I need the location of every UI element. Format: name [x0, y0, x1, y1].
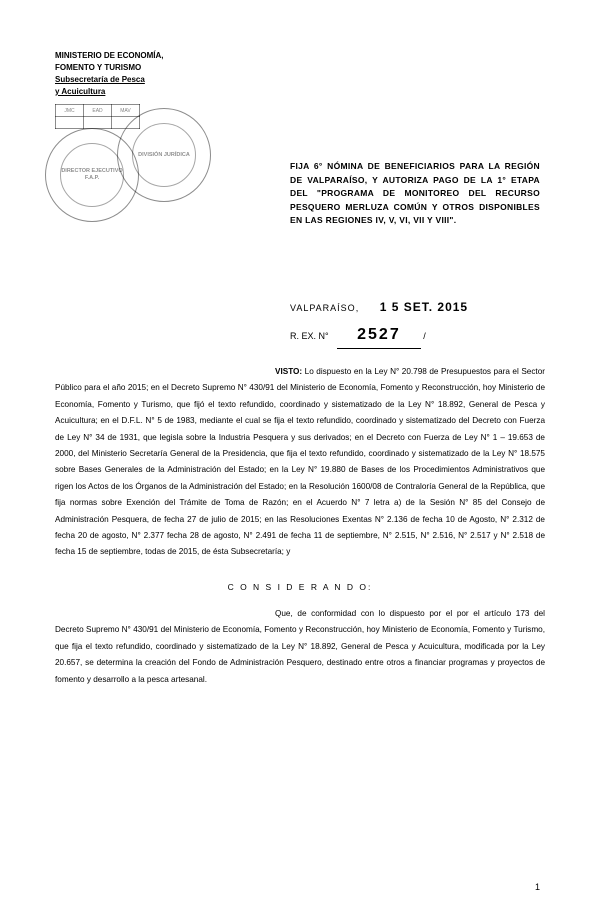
initials-cell-3: MAV	[112, 105, 140, 117]
visto-paragraph: VISTO: Lo dispuesto en la Ley N° 20.798 …	[55, 364, 545, 561]
visto-text: Lo dispuesto en la Ley N° 20.798 de Pres…	[55, 367, 545, 556]
stamp-director-text: DIRECTOR EJECUTIVO F.A.P.	[61, 168, 123, 181]
initials-cell-2: EAD	[84, 105, 112, 117]
ministry-line-1: MINISTERIO DE ECONOMÍA,	[55, 50, 545, 62]
round-stamp-juridica-inner: DIVISIÓN JURÍDICA	[132, 123, 196, 187]
round-stamp-juridica: DIVISIÓN JURÍDICA	[117, 108, 211, 202]
rex-line: R. EX. N° 2527 /	[290, 322, 540, 349]
considerando-paragraph: Que, de conformidad con lo dispuesto por…	[55, 606, 545, 688]
ministry-line-4: y Acuicultura	[55, 86, 545, 98]
initials-sig-1	[56, 117, 84, 129]
rex-tail: /	[423, 331, 426, 341]
rex-number: 2527	[337, 322, 421, 349]
rex-label: R. EX. N°	[290, 331, 329, 341]
resolution-title: FIJA 6° NÓMINA DE BENEFICIARIOS PARA LA …	[290, 160, 540, 228]
date-line: VALPARAÍSO, 1 5 SET. 2015	[290, 298, 540, 317]
ministry-header: MINISTERIO DE ECONOMÍA, FOMENTO Y TURISM…	[55, 50, 545, 98]
considerando-heading: C O N S I D E R A N D O:	[55, 579, 545, 596]
document-body: VISTO: Lo dispuesto en la Ley N° 20.798 …	[55, 364, 545, 698]
round-stamp-director-inner: DIRECTOR EJECUTIVO F.A.P.	[60, 143, 124, 207]
page-number: 1	[535, 880, 540, 894]
city-label: VALPARAÍSO,	[290, 303, 359, 313]
ministry-line-3: Subsecretaría de Pesca	[55, 74, 545, 86]
ministry-line-2: FOMENTO Y TURISMO	[55, 62, 545, 74]
visto-label: VISTO:	[275, 367, 302, 376]
initials-sig-2	[84, 117, 112, 129]
initials-cell-1: JMC	[56, 105, 84, 117]
stamp-juridica-text: DIVISIÓN JURÍDICA	[138, 152, 190, 159]
issue-date: 1 5 SET. 2015	[380, 300, 468, 314]
